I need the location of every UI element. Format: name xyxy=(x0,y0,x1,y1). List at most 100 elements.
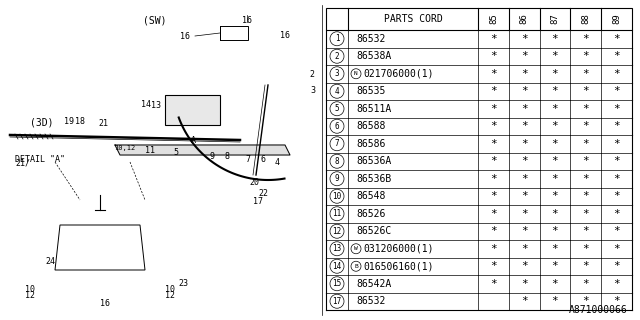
Text: 021706000(1): 021706000(1) xyxy=(363,69,433,79)
Text: *: * xyxy=(521,296,527,306)
Text: *: * xyxy=(490,86,497,96)
Text: *: * xyxy=(613,121,620,131)
Text: 4: 4 xyxy=(335,87,339,96)
Text: *: * xyxy=(582,156,589,166)
Text: 17: 17 xyxy=(253,197,263,206)
Text: A871000066: A871000066 xyxy=(569,305,628,315)
Text: *: * xyxy=(521,34,527,44)
Text: 24: 24 xyxy=(45,258,55,267)
Text: *: * xyxy=(521,279,527,289)
Text: *: * xyxy=(613,156,620,166)
Text: *: * xyxy=(613,69,620,79)
Text: *: * xyxy=(552,34,558,44)
Text: *: * xyxy=(552,296,558,306)
Text: *: * xyxy=(490,69,497,79)
Text: *: * xyxy=(521,51,527,61)
Text: B: B xyxy=(354,264,358,269)
Text: *: * xyxy=(582,226,589,236)
Text: *: * xyxy=(552,209,558,219)
Text: *: * xyxy=(582,34,589,44)
Text: *: * xyxy=(552,104,558,114)
Text: *: * xyxy=(582,279,589,289)
Text: 11: 11 xyxy=(145,146,155,155)
Text: *: * xyxy=(521,174,527,184)
Text: *: * xyxy=(552,86,558,96)
Text: 86536B: 86536B xyxy=(356,174,391,184)
Text: *: * xyxy=(521,209,527,219)
Text: *: * xyxy=(490,121,497,131)
Text: *: * xyxy=(490,51,497,61)
Text: *: * xyxy=(582,191,589,201)
Text: 86532: 86532 xyxy=(356,296,385,306)
Text: 6: 6 xyxy=(335,122,339,131)
Text: PARTS CORD: PARTS CORD xyxy=(383,14,442,24)
Text: *: * xyxy=(613,261,620,271)
Text: DETAIL "A": DETAIL "A" xyxy=(15,155,65,164)
Text: *: * xyxy=(490,279,497,289)
Text: 2: 2 xyxy=(309,69,314,78)
Text: 17: 17 xyxy=(332,297,342,306)
Text: *: * xyxy=(521,226,527,236)
Text: 86511A: 86511A xyxy=(356,104,391,114)
Text: 85: 85 xyxy=(489,14,498,24)
Text: *: * xyxy=(521,139,527,149)
Text: *: * xyxy=(582,209,589,219)
Text: 86532: 86532 xyxy=(356,34,385,44)
Text: (SW): (SW) xyxy=(143,15,167,25)
Text: 86526: 86526 xyxy=(356,209,385,219)
Text: 10: 10 xyxy=(165,285,175,294)
Text: *: * xyxy=(490,104,497,114)
Text: *: * xyxy=(582,121,589,131)
Text: *: * xyxy=(521,86,527,96)
Text: 7: 7 xyxy=(335,139,339,148)
Text: 88: 88 xyxy=(581,14,590,24)
Text: 11: 11 xyxy=(332,209,342,218)
Text: 9  8: 9 8 xyxy=(210,151,230,161)
Text: 12: 12 xyxy=(25,292,35,300)
Text: *: * xyxy=(613,209,620,219)
Bar xyxy=(165,95,220,125)
Text: *: * xyxy=(613,226,620,236)
Text: 16: 16 xyxy=(100,299,110,308)
Text: 8: 8 xyxy=(335,157,339,166)
Text: *: * xyxy=(613,244,620,254)
Text: 4: 4 xyxy=(275,157,280,166)
Text: *: * xyxy=(613,86,620,96)
Text: *: * xyxy=(552,174,558,184)
Text: *: * xyxy=(521,156,527,166)
Text: *: * xyxy=(521,121,527,131)
Text: 10: 10 xyxy=(332,192,342,201)
Text: 21: 21 xyxy=(98,118,108,127)
Text: 13: 13 xyxy=(151,100,161,109)
Text: *: * xyxy=(582,104,589,114)
Text: *: * xyxy=(613,279,620,289)
Polygon shape xyxy=(115,145,290,155)
Text: *: * xyxy=(582,51,589,61)
Text: 12: 12 xyxy=(165,292,175,300)
Text: *: * xyxy=(582,296,589,306)
Text: *: * xyxy=(582,86,589,96)
Text: 86526C: 86526C xyxy=(356,226,391,236)
Bar xyxy=(326,8,632,30)
Text: *: * xyxy=(613,51,620,61)
Text: *: * xyxy=(521,244,527,254)
Text: *: * xyxy=(490,244,497,254)
Text: *: * xyxy=(490,34,497,44)
Text: 10,12: 10,12 xyxy=(114,145,135,151)
Text: *: * xyxy=(613,296,620,306)
Text: N: N xyxy=(354,71,358,76)
Text: 86586: 86586 xyxy=(356,139,385,149)
Text: *: * xyxy=(552,226,558,236)
Text: *: * xyxy=(552,244,558,254)
Text: *: * xyxy=(552,69,558,79)
Text: 86536A: 86536A xyxy=(356,156,391,166)
Text: *: * xyxy=(613,174,620,184)
Text: *: * xyxy=(613,191,620,201)
Text: *: * xyxy=(582,261,589,271)
Text: 12: 12 xyxy=(332,227,342,236)
Text: 9: 9 xyxy=(335,174,339,183)
Text: *: * xyxy=(552,261,558,271)
Text: *: * xyxy=(521,104,527,114)
Text: 86: 86 xyxy=(520,14,529,24)
Text: 86542A: 86542A xyxy=(356,279,391,289)
